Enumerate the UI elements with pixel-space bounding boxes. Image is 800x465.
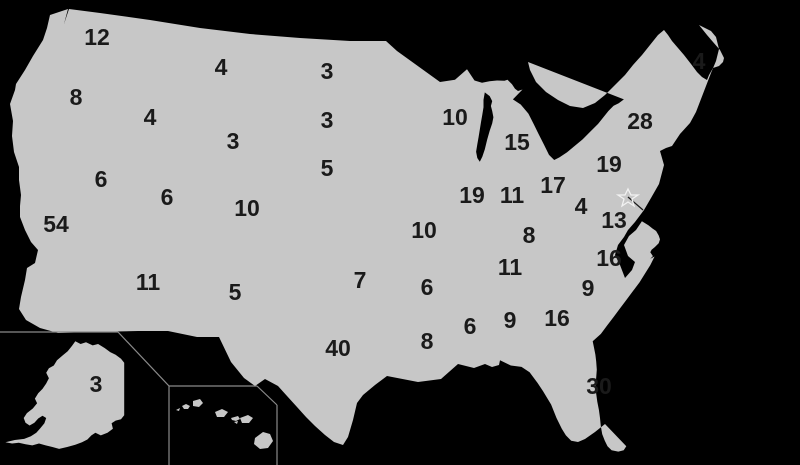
svg-text:15: 15 xyxy=(504,129,530,155)
svg-text:4: 4 xyxy=(575,193,588,219)
svg-text:11: 11 xyxy=(136,269,161,295)
svg-text:8: 8 xyxy=(421,328,434,354)
svg-text:8: 8 xyxy=(523,222,536,248)
svg-text:10: 10 xyxy=(411,217,437,243)
svg-text:6: 6 xyxy=(95,166,108,192)
svg-text:16: 16 xyxy=(544,305,570,331)
svg-text:7: 7 xyxy=(354,267,367,293)
svg-text:6: 6 xyxy=(464,313,477,339)
svg-text:3: 3 xyxy=(90,371,103,397)
svg-text:3: 3 xyxy=(321,58,334,84)
svg-text:6: 6 xyxy=(421,274,434,300)
svg-text:3: 3 xyxy=(227,128,240,154)
svg-text:12: 12 xyxy=(84,24,110,50)
svg-text:9: 9 xyxy=(582,275,595,301)
svg-text:40: 40 xyxy=(325,335,351,361)
svg-text:5: 5 xyxy=(321,155,334,181)
svg-text:13: 13 xyxy=(601,207,627,233)
svg-text:19: 19 xyxy=(596,151,622,177)
svg-text:5: 5 xyxy=(229,279,242,305)
svg-text:30: 30 xyxy=(586,373,612,399)
svg-text:28: 28 xyxy=(627,108,653,134)
svg-text:3: 3 xyxy=(321,107,334,133)
svg-text:54: 54 xyxy=(43,211,69,237)
svg-text:19: 19 xyxy=(459,182,485,208)
svg-text:17: 17 xyxy=(540,172,566,198)
svg-text:11: 11 xyxy=(498,254,523,280)
svg-text:8: 8 xyxy=(70,84,83,110)
svg-text:9: 9 xyxy=(504,307,517,333)
svg-text:6: 6 xyxy=(161,184,174,210)
svg-text:4: 4 xyxy=(144,104,157,130)
svg-text:4: 4 xyxy=(215,54,228,80)
svg-text:4: 4 xyxy=(693,48,706,74)
svg-text:10: 10 xyxy=(234,195,260,221)
svg-text:10: 10 xyxy=(442,104,468,130)
svg-text:16: 16 xyxy=(596,245,622,271)
svg-text:11: 11 xyxy=(500,182,525,208)
